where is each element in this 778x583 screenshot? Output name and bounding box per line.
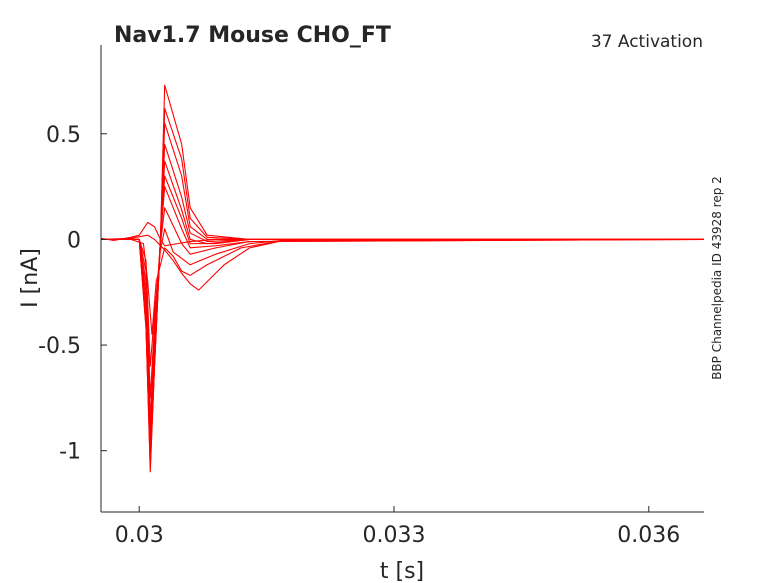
x-tick-label: 0.036 [617,523,680,548]
chart-title: Nav1.7 Mouse CHO_FT [114,23,391,48]
current-trace-5 [101,207,704,399]
y-tick-label: -0.5 [38,334,81,359]
current-trace-8 [101,160,704,448]
y-axis-label: I [nA] [18,248,43,308]
current-trace-6 [101,186,704,420]
x-tick-label: 0.033 [363,523,426,548]
current-trace-12 [101,84,704,462]
y-tick-label: 0.5 [46,123,81,148]
side-label: BBP Channelpedia ID 43928 rep 2 [710,176,724,380]
x-axis-label: t [s] [380,559,424,583]
current-trace-10 [101,122,704,473]
current-trace-4 [101,228,704,367]
current-trace-7 [101,175,704,435]
x-tick-label: 0.03 [115,523,164,548]
current-trace-3 [101,238,704,336]
current-trace-9 [101,143,704,460]
current-traces [101,84,704,473]
current-trace-11 [101,107,704,469]
y-tick-label: 0 [67,228,81,253]
axes: -1 -0.5 0 0.5 0.03 0.033 0.036 [38,45,704,548]
chart-subtitle: 37 Activation [591,32,703,52]
y-tick-label: -1 [59,440,81,465]
